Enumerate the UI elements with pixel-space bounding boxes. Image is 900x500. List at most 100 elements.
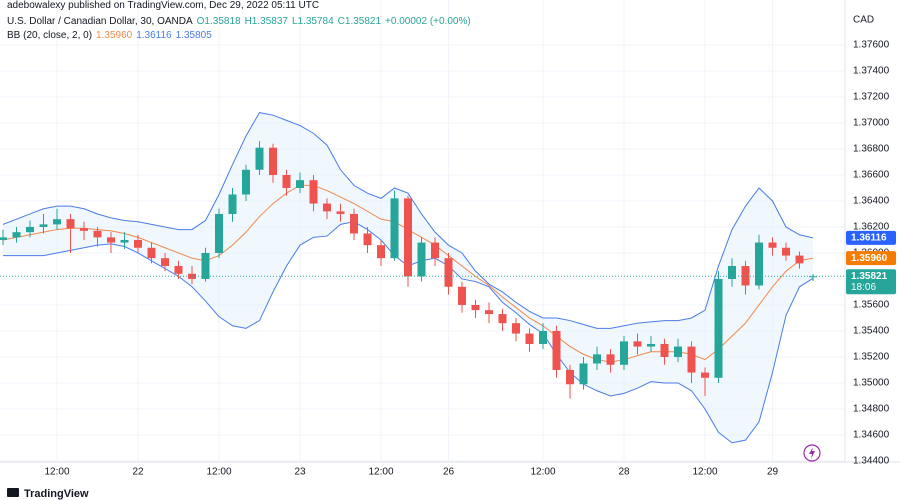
indicator-legend: BB (20, close, 2, 0) 1.35960 1.36116 1.3580…	[7, 30, 220, 41]
candle-body	[147, 247, 156, 259]
candle-body	[579, 363, 588, 385]
y-tick-label: 1.35400	[853, 326, 890, 337]
candle-body	[512, 323, 520, 334]
indicator-values: 1.35960 1.36116 1.35805	[96, 30, 216, 41]
y-tick-label: 1.37200	[853, 92, 890, 103]
candle-body	[795, 255, 804, 264]
price-badge-label: 1.35960	[851, 253, 888, 264]
candle-body	[161, 258, 169, 266]
candle-body	[620, 341, 628, 365]
candle-body	[498, 314, 507, 324]
candle-body	[377, 245, 385, 259]
ohlc-value: L1.35784	[291, 16, 334, 27]
x-tick-label: 29	[767, 467, 779, 478]
candle-body	[458, 286, 466, 305]
candle-body	[701, 372, 709, 378]
candle-body	[336, 211, 345, 214]
candle-body	[431, 242, 439, 259]
candle-body	[674, 346, 682, 357]
candle-body	[134, 239, 142, 248]
indicator-value: 1.35960	[96, 30, 133, 41]
candle-body	[323, 203, 331, 212]
candle-body	[350, 213, 358, 234]
y-tick-label: 1.36600	[853, 170, 890, 181]
candle-body	[309, 180, 318, 204]
candle-body	[39, 224, 48, 227]
y-tick-label: 1.36200	[853, 222, 890, 233]
y-tick-label: 1.35600	[853, 300, 890, 311]
y-axis-label: CAD	[853, 15, 874, 26]
y-tick-label: 1.35200	[853, 352, 890, 363]
plot	[0, 112, 845, 444]
price-badge-label: 1.36116	[851, 233, 887, 244]
candle-body	[242, 169, 250, 195]
candle-body	[12, 232, 21, 238]
candle-body	[80, 228, 88, 231]
candle-body	[363, 233, 372, 246]
candle-body	[228, 194, 237, 214]
candle-body	[714, 278, 723, 378]
footer-logo: TradingView	[24, 488, 89, 500]
axes: 1.37600 1.37400 1.37200 1.37000 1.36800 1.366…	[44, 40, 896, 478]
candle-body	[782, 247, 790, 256]
x-tick-label: 12:00	[530, 467, 555, 478]
price-badge	[846, 251, 896, 266]
indicator-value: 1.36116	[136, 30, 172, 41]
x-tick-label: 28	[618, 467, 630, 478]
last-price-badge	[846, 269, 896, 295]
candle-body	[120, 239, 129, 243]
ohlc-value: O1.35818	[196, 16, 241, 27]
candle-body	[174, 265, 183, 274]
candle-body	[296, 180, 304, 188]
candle-body	[768, 242, 777, 248]
indicator-value: 1.35805	[175, 30, 212, 41]
price-badge	[846, 230, 896, 245]
x-tick-label: 12:00	[206, 467, 231, 478]
candle-body	[647, 343, 655, 347]
last-price-label: 1.35821	[851, 271, 888, 282]
candle-body	[201, 252, 210, 279]
ohlc-values: O1.35818 H1.35837 L1.35784 C1.35821 +0.00002…	[197, 16, 475, 27]
candle-body	[53, 219, 61, 225]
y-tick-label: 1.37400	[853, 66, 890, 77]
candle-body	[566, 369, 574, 385]
x-tick-label: 22	[132, 467, 144, 478]
ohlc-value: H1.35837	[244, 16, 288, 27]
candle-body	[593, 354, 601, 364]
band-upper	[2, 112, 814, 329]
candle-body	[215, 213, 223, 253]
y-tick-label: 1.36800	[853, 144, 890, 155]
y-tick-label: 1.37600	[853, 40, 890, 51]
candle-body	[633, 341, 642, 347]
candle-body	[539, 330, 547, 344]
candle-body	[552, 330, 561, 370]
y-tick-label: 1.34400	[853, 456, 890, 467]
candle-body	[687, 346, 696, 373]
countdown: 18:06	[851, 282, 876, 293]
x-tick-label: 12:00	[368, 467, 393, 478]
candle-body	[66, 219, 75, 229]
candle-body	[107, 237, 115, 243]
candle-body	[255, 147, 264, 170]
candle-body	[404, 198, 412, 277]
candle-body	[0, 237, 7, 240]
x-tick-label: 12:00	[692, 467, 717, 478]
y-tick-label: 1.34800	[853, 404, 890, 415]
candle-body	[390, 198, 399, 259]
candle-body	[26, 226, 34, 233]
candle-body	[417, 242, 426, 277]
candle-body	[269, 147, 277, 175]
symbol-legend: U.S. Dollar / Canadian Dollar, 30, OANDA…	[7, 16, 479, 27]
candle-body	[606, 354, 615, 365]
logo-icon	[7, 488, 19, 497]
candle-body	[525, 333, 534, 344]
x-tick-label: 26	[443, 467, 455, 478]
candle-body	[485, 310, 493, 315]
alert-icon[interactable]	[803, 444, 821, 462]
y-tick-label: 1.36400	[853, 196, 890, 207]
candle-body	[93, 230, 102, 238]
alert-icon-bolt	[809, 447, 815, 459]
ohlc-value: C1.35821	[337, 16, 382, 27]
